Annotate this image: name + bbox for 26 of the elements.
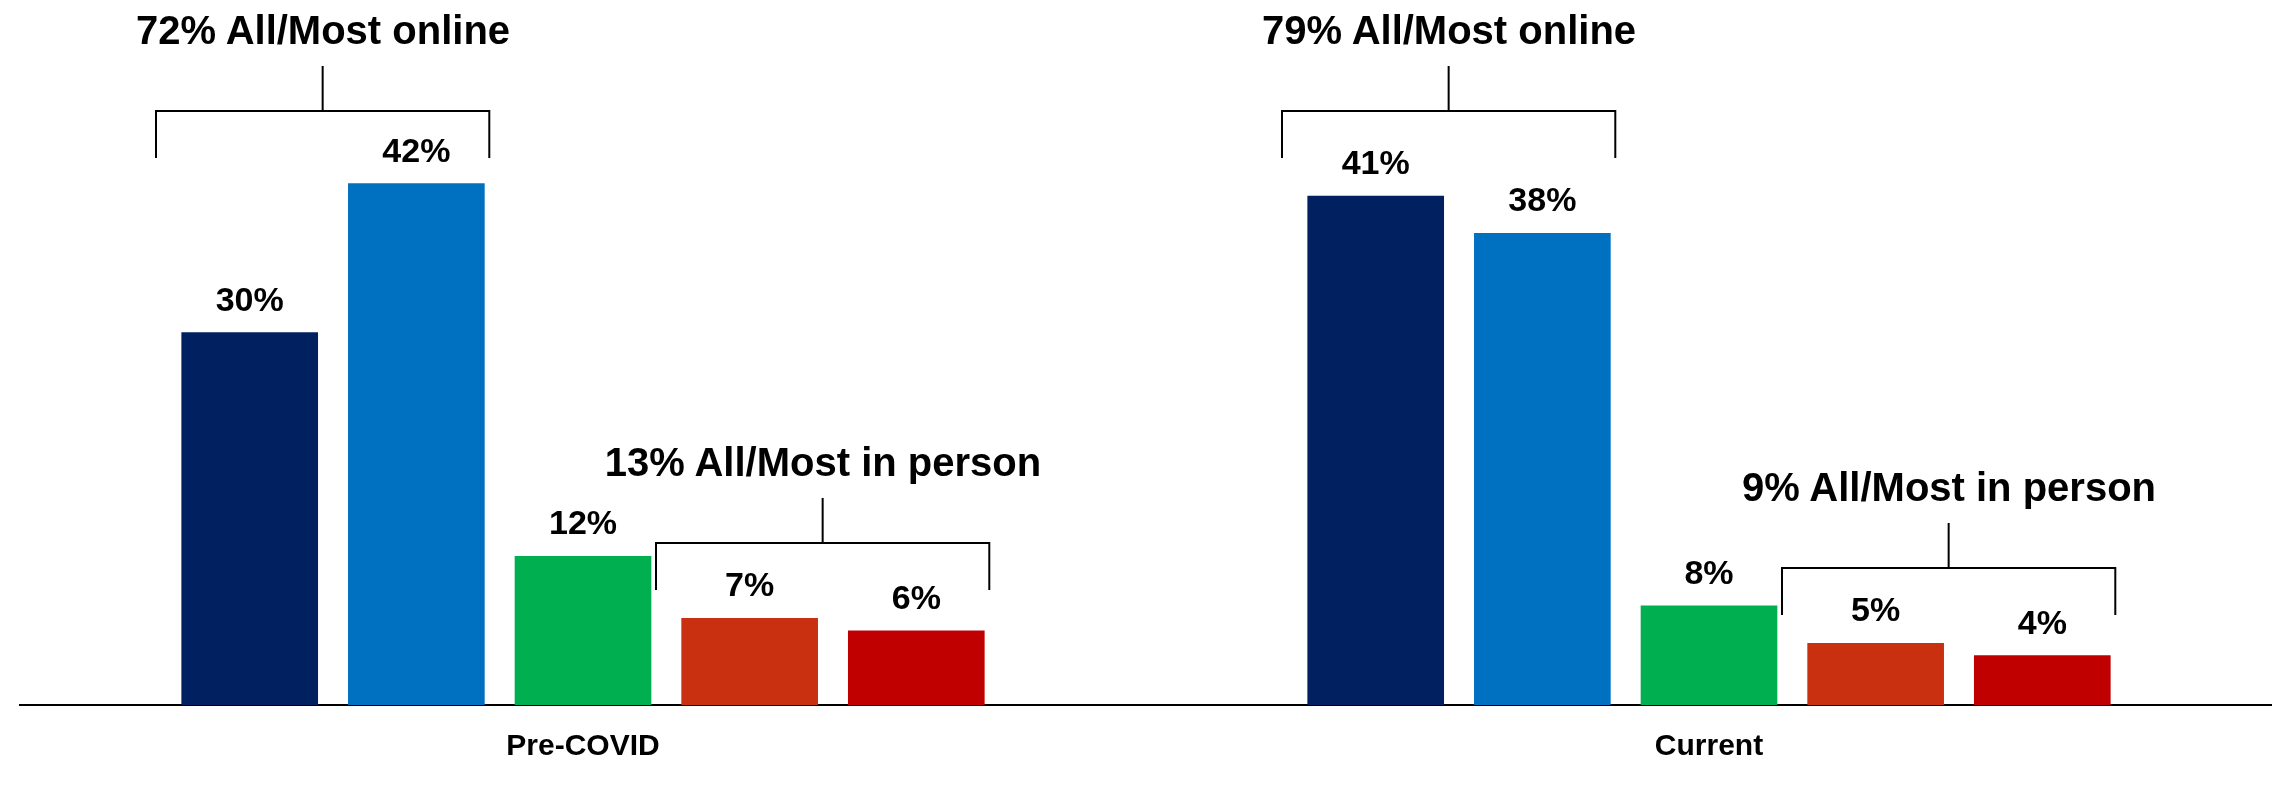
data-label: 41% xyxy=(1341,143,1410,182)
bar xyxy=(681,618,818,705)
data-label: 5% xyxy=(1851,590,1901,629)
bar xyxy=(1474,232,1611,705)
bar xyxy=(1973,655,2111,705)
data-label: 8% xyxy=(1684,553,1734,591)
bar xyxy=(1807,642,1944,705)
bar xyxy=(514,555,652,705)
data-label: 4% xyxy=(2017,602,2067,641)
x-tick-label: Current xyxy=(1654,728,1764,762)
data-label: 30% xyxy=(215,279,284,318)
x-tick-label: Pre-COVID xyxy=(506,728,660,762)
data-label: 42% xyxy=(382,130,451,169)
bar xyxy=(1640,605,1778,705)
data-label: 7% xyxy=(725,565,775,604)
annotation: 13% All/Most in person xyxy=(603,439,1043,486)
text: 79% All/Most online xyxy=(1260,7,1638,54)
bar xyxy=(847,630,985,705)
annotation: 9% All/Most in person xyxy=(1740,463,2158,510)
bar xyxy=(181,332,319,705)
text: 72% All/Most online xyxy=(134,7,512,54)
bar xyxy=(348,183,485,705)
data-label: 6% xyxy=(891,577,941,616)
data-label: 38% xyxy=(1508,180,1577,219)
bar xyxy=(1307,195,1445,705)
data-label: 12% xyxy=(548,503,618,542)
